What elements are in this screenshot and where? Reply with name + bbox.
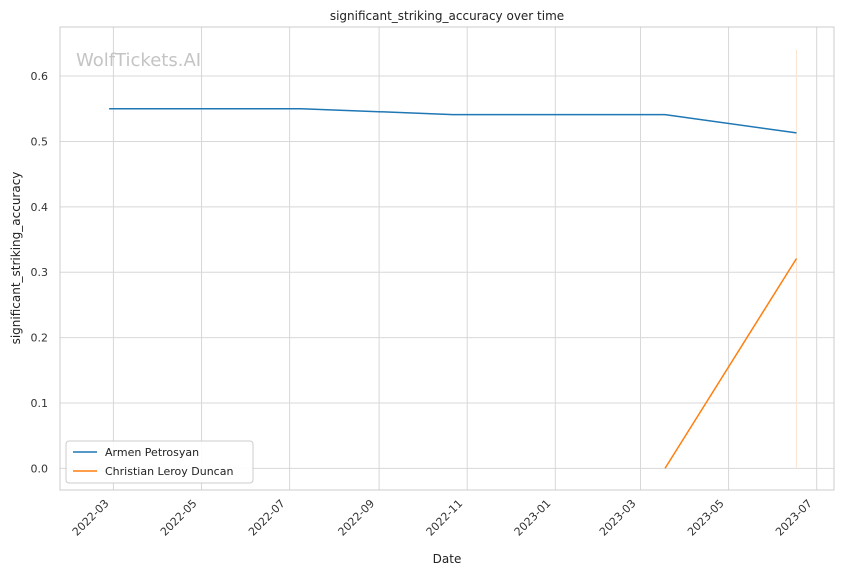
y-tick-label: 0.5 <box>31 135 49 148</box>
x-tick-label: 2022-03 <box>70 497 112 539</box>
series-lines <box>109 107 798 469</box>
y-tick-label: 0.4 <box>31 201 49 214</box>
y-tick-label: 0.1 <box>31 397 49 410</box>
plot-area-frame <box>59 26 835 491</box>
legend-box <box>65 440 254 484</box>
x-axis-ticks: 2022-03 2022-05 2022-07 2022-09 2022-11 2023-… <box>70 497 815 539</box>
series-line-2 <box>664 258 798 469</box>
y-tick-label: 0.6 <box>31 70 49 83</box>
x-tick-label: 2022-11 <box>424 497 466 539</box>
legend-label: Armen Petrosyan <box>105 446 199 459</box>
grid <box>60 27 834 490</box>
x-tick-label: 2023-03 <box>597 497 639 539</box>
legend-label: Christian Leroy Duncan <box>105 465 233 478</box>
x-tick-label: 2022-05 <box>158 497 200 539</box>
y-tick-label: 0.2 <box>31 332 49 345</box>
y-tick-label: 0.3 <box>31 266 49 279</box>
y-axis-ticks: 0.0 0.1 0.2 0.3 0.4 0.5 0.6 <box>31 70 49 475</box>
x-tick-label: 2023-01 <box>512 497 554 539</box>
chart-title: significant_striking_accuracy over time <box>330 9 564 23</box>
x-tick-label: 2022-07 <box>246 497 288 539</box>
legend: Armen Petrosyan Christian Leroy Duncan <box>65 440 254 484</box>
y-axis-title: significant_striking_accuracy <box>9 172 23 345</box>
series-line-1 <box>109 107 797 134</box>
x-tick-label: 2022-09 <box>336 497 378 539</box>
watermark-text: WolfTickets.AI <box>76 50 201 71</box>
x-tick-label: 2023-07 <box>773 497 815 539</box>
y-tick-label: 0.0 <box>31 462 49 475</box>
x-axis-title: Date <box>433 552 462 566</box>
x-tick-label: 2023-05 <box>685 497 727 539</box>
